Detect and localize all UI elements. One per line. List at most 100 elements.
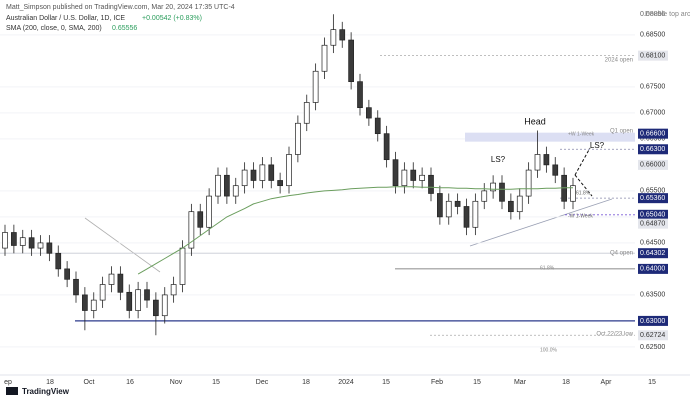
candle-body	[534, 154, 541, 171]
candle-body	[161, 294, 168, 317]
candle-body	[241, 169, 248, 187]
candle-body	[525, 169, 532, 197]
x-tick-label: Mar	[514, 379, 527, 386]
candle-body	[82, 294, 88, 311]
candle-body	[170, 284, 177, 296]
candle-body	[117, 273, 124, 293]
indicator-value: 0.65556	[112, 25, 137, 32]
annotation: Double top around Dec	[645, 11, 690, 18]
candle-body	[37, 242, 44, 249]
candle-body	[188, 211, 195, 249]
annotation: Oct 22/23 low	[596, 332, 633, 338]
y-tick-label: 0.64500	[640, 240, 665, 247]
candle-body	[543, 154, 550, 166]
trendline	[469, 198, 613, 247]
x-tick-label: 15	[212, 379, 220, 386]
candle-body	[126, 291, 133, 311]
level-label: 0.68100	[640, 52, 665, 59]
candle-body	[259, 164, 266, 181]
candle-body	[410, 169, 417, 181]
candle-body	[419, 174, 425, 181]
price-change: +0.00542 (+0.83%)	[142, 15, 202, 22]
x-tick-label: 18	[562, 379, 570, 386]
candle-body	[374, 117, 381, 135]
annotation: Head	[524, 116, 546, 126]
level-box	[638, 330, 668, 341]
level-label: 0.65360	[640, 195, 665, 202]
candle-body	[232, 185, 239, 197]
candle-body	[357, 81, 363, 109]
annotation: LS?	[590, 141, 605, 150]
candle-body	[206, 195, 212, 228]
annotation: +W 1-Week	[568, 131, 595, 137]
annotation: 100.0%	[540, 347, 558, 353]
x-tick-label: Feb	[431, 379, 443, 386]
x-tick-label: 18	[46, 379, 54, 386]
candle-body	[99, 284, 106, 301]
candle-body	[28, 237, 35, 249]
level-label: 0.66300	[640, 146, 665, 153]
level-box	[638, 209, 668, 220]
candle-body	[73, 278, 79, 296]
x-tick-label: 15	[648, 379, 656, 386]
candle-body	[454, 200, 461, 207]
level-box	[638, 159, 668, 170]
x-tick-label: 15	[473, 379, 481, 386]
candle-body	[463, 206, 470, 228]
annotation: 61.8%	[576, 190, 591, 196]
candle-body	[135, 289, 141, 311]
x-tick-label: 15	[382, 379, 390, 386]
x-tick-label: 16	[126, 379, 134, 386]
level-label: 0.68896	[640, 11, 665, 18]
candle-body	[215, 174, 221, 197]
candle-body	[295, 122, 301, 155]
candle-body	[339, 29, 346, 41]
level-label: 0.66000	[640, 162, 665, 169]
level-box	[638, 218, 668, 229]
indicator-name: SMA (200, close, 0, SMA, 200)	[6, 25, 102, 32]
candle-body	[286, 154, 292, 187]
level-label: 0.66600	[640, 131, 665, 138]
candle-body	[330, 29, 337, 46]
candle-body	[348, 39, 354, 83]
candle-body	[90, 299, 97, 311]
level-label: 0.63000	[640, 318, 665, 325]
candle-body	[268, 164, 275, 181]
plot-area: 0.625000.635000.645000.650000.655000.665…	[0, 14, 665, 386]
candle-body	[490, 182, 496, 192]
x-tick-label: Oct	[84, 379, 95, 386]
candle-body	[321, 44, 328, 72]
candle-body	[224, 174, 230, 197]
level-label: 0.64302	[640, 250, 665, 257]
level-label: 0.64870	[640, 220, 665, 227]
candle-body	[401, 169, 408, 187]
y-tick-label: 0.65500	[640, 188, 665, 195]
candle-body	[481, 190, 488, 202]
candle-body	[392, 159, 399, 187]
candle-body	[197, 211, 204, 228]
publisher: Matt_Simpson published on TradingView.co…	[6, 4, 235, 11]
annotation: 2024 open	[605, 58, 633, 64]
level-box	[638, 248, 668, 259]
candle-body	[383, 133, 390, 161]
annotation: LS?	[491, 155, 506, 164]
projection-arrow	[574, 174, 593, 197]
candle-body	[46, 242, 53, 254]
y-tick-label: 0.63500	[640, 292, 665, 299]
sma-line	[137, 186, 573, 275]
level-label: 0.65040	[640, 212, 665, 219]
level-box	[638, 263, 668, 274]
logo	[6, 387, 18, 395]
candle-body	[55, 252, 62, 270]
candle-body	[108, 273, 115, 285]
candle-body	[277, 180, 283, 187]
level-box	[638, 144, 668, 155]
chart-title: Australian Dollar / U.S. Dollar, 1D, ICE	[6, 15, 125, 22]
trendline	[84, 217, 161, 273]
x-tick-label: 18	[302, 379, 310, 386]
y-tick-label: 0.66500	[640, 136, 665, 143]
x-tick-label: Apr	[601, 379, 613, 386]
